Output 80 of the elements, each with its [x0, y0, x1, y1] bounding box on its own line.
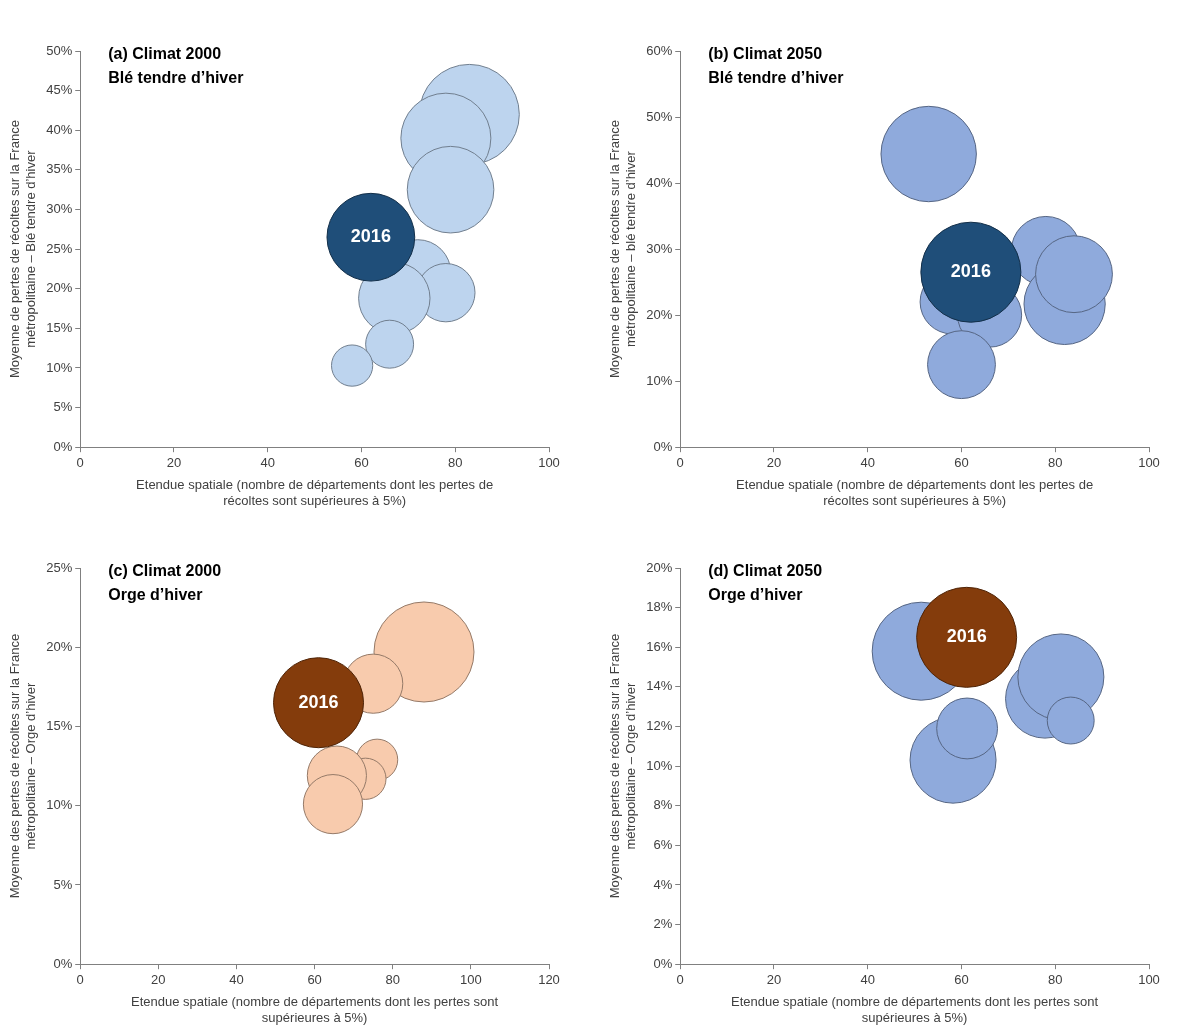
x-tick-label: 20 [166, 454, 182, 470]
y-tick-label: 5% [53, 399, 73, 415]
y-tick-label: 14% [646, 678, 673, 694]
y-tick-label: 4% [653, 876, 673, 892]
text: Orge d’hiver [108, 586, 203, 604]
x-tick-label: 60 [954, 454, 969, 470]
x-axis-title: Etendue spatiale (nombre de départements dont les pertes sont supérieures à 5%) [731, 994, 1099, 1025]
y-tick-label: 2% [653, 916, 673, 932]
y-tick-label: 35% [46, 161, 73, 177]
x-tick-label: 60 [354, 454, 369, 470]
x-axis-title: Etendue spatiale (nombre de départements dont les pertes de récoltes sont supérieures à 5%) [136, 477, 494, 508]
x-tick-label: 80 [1048, 971, 1063, 987]
y-tick-label: 5% [53, 876, 73, 892]
y-tick-label: 8% [653, 797, 673, 813]
y-tick-label: 0% [53, 955, 73, 971]
x-tick-label: 20 [151, 971, 166, 987]
chart-title: (c) Climat 2000 [108, 562, 222, 580]
x-tick-label: 20 [766, 971, 782, 987]
x-tick-label: 0 [76, 971, 84, 987]
series-label: 2016 [950, 261, 991, 282]
x-tick-label: 100 [538, 454, 560, 470]
x-tick-label: 80 [1048, 454, 1063, 470]
y-tick-label: 0% [653, 438, 673, 454]
y-tick-label: 12% [646, 718, 673, 734]
y-tick-label: 40% [46, 121, 73, 137]
y-axis-title: Moyenne de pertes de récoltes sur la France métropolitaine – Blé tendre d’hiver [7, 120, 38, 379]
x-tick-label: 40 [229, 971, 244, 987]
y-tick-label: 10% [646, 757, 673, 773]
x-tick-label: 0 [676, 454, 684, 470]
y-tick-label: 30% [46, 201, 73, 217]
y-tick-label: 0% [653, 955, 673, 971]
x-tick-label: 100 [1138, 971, 1160, 987]
y-tick-label: 25% [46, 240, 73, 256]
y-tick-label: 45% [46, 82, 73, 98]
x-tick-label: 100 [1138, 454, 1160, 470]
x-tick-label: 0 [76, 454, 84, 470]
y-axis-title: Moyenne des pertes de récoltes sur la France métropolitaine – Orge d’hiver [7, 633, 38, 899]
x-tick-label: 120 [538, 971, 560, 987]
y-tick-label: 15% [46, 718, 73, 734]
x-axis-title: Etendue spatiale (nombre de départements dont les pertes de récoltes sont supérieures à 5%) [736, 477, 1094, 508]
text: Orge d’hiver [708, 586, 803, 604]
x-tick-label: 40 [860, 454, 875, 470]
y-tick-label: 10% [46, 797, 73, 813]
y-tick-label: 20% [646, 559, 673, 575]
chart-title: (d) Climat 2050 [708, 562, 823, 580]
x-tick-label: 0 [676, 971, 684, 987]
x-tick-label: 40 [860, 971, 875, 987]
x-tick-label: 60 [954, 971, 969, 987]
y-tick-label: 15% [46, 319, 73, 335]
text: Blé tendre d’hiver [108, 69, 244, 87]
x-tick-label: 80 [385, 971, 400, 987]
y-tick-label: 20% [646, 306, 673, 322]
x-tick-label: 100 [460, 971, 482, 987]
x-tick-label: 40 [260, 454, 275, 470]
text: Blé tendre d’hiver [708, 69, 844, 87]
series-label: 2016 [350, 226, 391, 247]
x-tick-label: 20 [766, 454, 782, 470]
series-label: 2016 [298, 691, 339, 712]
chart-title: (b) Climat 2050 [708, 45, 823, 63]
y-tick-label: 25% [46, 559, 73, 575]
y-tick-label: 18% [646, 599, 673, 615]
y-tick-label: 20% [46, 280, 73, 296]
y-tick-label: 0% [53, 438, 73, 454]
y-tick-label: 10% [46, 359, 73, 375]
y-axis-title: Moyenne de pertes de récoltes sur la France métropolitaine – blé tendre d’hiver [607, 120, 638, 379]
y-tick-label: 50% [46, 42, 73, 58]
x-tick-label: 80 [448, 454, 463, 470]
y-tick-label: 50% [646, 108, 673, 124]
y-tick-label: 10% [646, 372, 673, 388]
chart-title: (a) Climat 2000 [108, 45, 222, 63]
y-tick-label: 20% [46, 638, 73, 654]
y-tick-label: 60% [646, 42, 673, 58]
series-label: 2016 [946, 626, 987, 647]
y-tick-label: 40% [646, 174, 673, 190]
y-tick-label: 6% [653, 836, 673, 852]
y-axis-title: Moyenne des pertes de récoltes sur la France métropolitaine – Orge d’hiver [607, 633, 638, 899]
y-tick-label: 30% [646, 240, 673, 256]
y-tick-label: 16% [646, 638, 673, 654]
x-tick-label: 60 [307, 971, 322, 987]
x-axis-title: Etendue spatiale (nombre de départements dont les pertes sont supérieures à 5%) [131, 994, 499, 1025]
